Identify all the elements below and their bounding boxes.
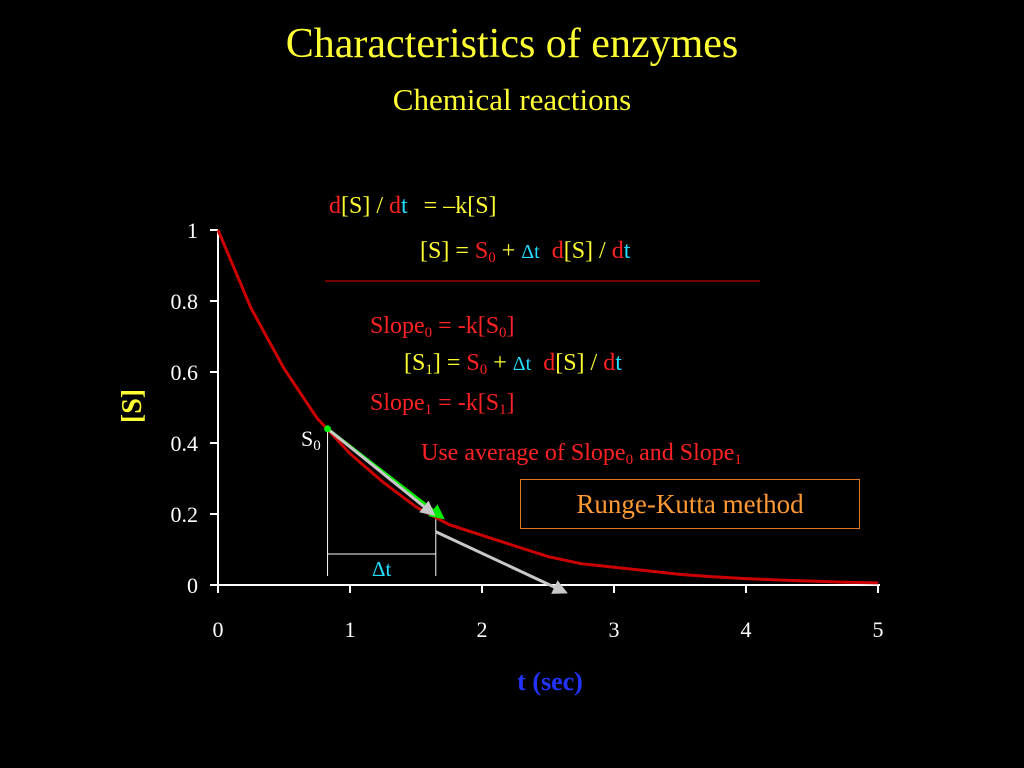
annotation-lines [325, 280, 760, 576]
rate-d2: d [389, 193, 401, 219]
slope1-rhs: = -k[S [432, 390, 500, 416]
series-line [216, 229, 879, 585]
tangent-arrow-slope1 [435, 530, 568, 594]
x-tick-label: 5 [873, 617, 884, 642]
delta-t-label: Δt [372, 557, 392, 581]
euler-equation: [S] = S0 + Δt d[S] / dt [420, 238, 631, 266]
euler-t: t [623, 238, 631, 264]
avg-sub1: 1 [734, 452, 742, 468]
tick-labels: 0 1 2 3 4 5 0 0.2 0.4 0.6 0.8 1 [171, 218, 884, 642]
average-note: Use average of Slope0 and Slope1 [421, 440, 742, 468]
tangent-arrow-euler-step [326, 427, 436, 516]
runge-kutta-box: Runge-Kutta method [520, 479, 860, 529]
s0-point-label: S0 [301, 426, 321, 454]
x-tick-label: 1 [345, 617, 356, 642]
slide-subtitle: Chemical reactions [392, 82, 632, 117]
y-axis-label: [S] [117, 388, 148, 424]
x-tick-label: 2 [477, 617, 488, 642]
euler-s0-sub: 0 [488, 250, 496, 266]
s1-s: [S] / [555, 350, 604, 376]
avg-sub0: 0 [625, 452, 634, 468]
slope1-text: Slope [370, 390, 425, 416]
euler-s0: S [474, 238, 489, 264]
euler-lhs: [S] = [420, 238, 475, 264]
s1-open: [S [404, 350, 426, 376]
s1-dt: Δt [512, 353, 532, 375]
euler-dt: Δt [521, 241, 540, 263]
slope1-close: ] [506, 390, 515, 416]
y-tick-label: 0.8 [171, 289, 199, 314]
s1-d1: d [543, 350, 556, 376]
y-tick-label: 0.6 [171, 360, 199, 385]
s1-t: t [615, 350, 622, 376]
s1-s0: S [466, 350, 480, 376]
y-tick-label: 0 [187, 573, 198, 598]
avg-text1: Use average of Slope [421, 440, 626, 466]
s1-equation: [S1] = S0 + Δt d[S] / dt [404, 350, 622, 378]
y-tick-label: 1 [187, 218, 198, 243]
s0-point [324, 425, 332, 433]
slope0-close: ] [506, 313, 515, 339]
s0-label-sub: 0 [313, 438, 321, 454]
slope0-rhs-sub: 0 [499, 325, 507, 341]
slope1-sub: 1 [424, 402, 433, 418]
axes [210, 229, 880, 593]
s1-close: ] = [432, 350, 467, 376]
slide-title: Characteristics of enzymes [285, 21, 739, 67]
euler-s: [S] / [563, 238, 612, 264]
x-axis-label: t (sec) [517, 667, 583, 696]
rate-s: [S] / [341, 193, 389, 219]
s1-plus: + [487, 350, 513, 376]
slope0-rhs: = -k[S [432, 313, 500, 339]
slope1-rhs-sub: 1 [499, 402, 507, 418]
rate-d1: d [329, 193, 341, 219]
tangent-arrows [324, 425, 568, 594]
s0-label-text: S [301, 426, 314, 451]
x-tick-label: 0 [213, 617, 224, 642]
euler-d2: d [611, 238, 624, 264]
rate-rhs: = –k[S] [423, 193, 497, 219]
y-tick-label: 0.2 [171, 502, 199, 527]
rate-t: t [401, 193, 408, 219]
s1-sub: 1 [425, 362, 433, 378]
slope1-equation: Slope1 = -k[S1] [370, 390, 515, 418]
s1-d2: d [603, 350, 616, 376]
slope0-sub: 0 [424, 325, 433, 341]
x-tick-label: 4 [741, 617, 752, 642]
euler-d1: d [551, 238, 564, 264]
series-group [216, 229, 879, 585]
euler-plus: + [495, 238, 522, 264]
y-tick-label: 0.4 [171, 431, 199, 456]
avg-text2: and Slope [633, 440, 735, 466]
s1-s0-sub: 0 [479, 362, 488, 378]
rate-equation: d[S] / dt = –k[S] [329, 193, 497, 220]
x-tick-label: 3 [609, 617, 620, 642]
slope0-text: Slope [370, 313, 425, 339]
slope0-equation: Slope0 = -k[S0] [370, 313, 515, 341]
